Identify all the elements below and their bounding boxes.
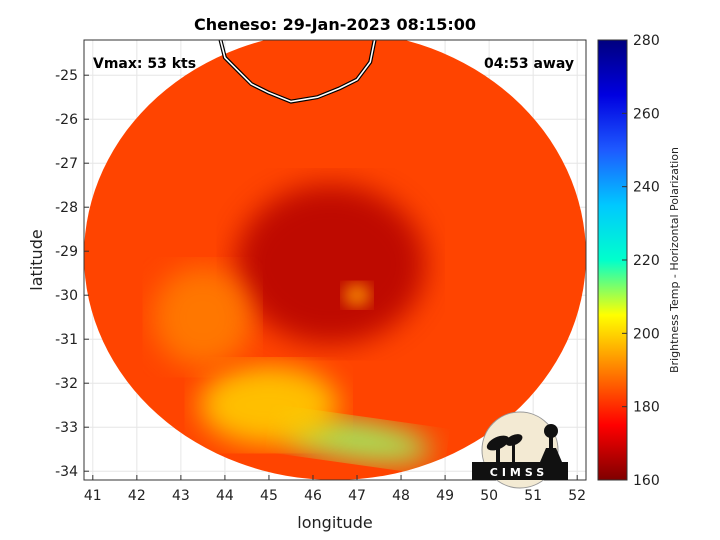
- x-tick-label: 45: [260, 488, 278, 504]
- x-tick-label: 46: [304, 488, 322, 504]
- vmax-annotation: Vmax: 53 kts: [93, 56, 196, 72]
- x-tick-label: 47: [348, 488, 366, 504]
- y-tick-label: -34: [55, 464, 78, 480]
- feature-rain-band-southwest: [198, 365, 339, 446]
- plot-frame: [83, 39, 587, 481]
- colorbar-tick-label: 200: [633, 326, 660, 342]
- y-tick-label: -27: [55, 156, 78, 172]
- x-tick-label: 52: [568, 488, 586, 504]
- logo-text: CIMSS: [490, 466, 548, 479]
- colorbar-tick-label: 180: [633, 400, 660, 416]
- y-tick-label: -30: [55, 288, 78, 304]
- x-tick-label: 48: [392, 488, 410, 504]
- axis-ticks: 41 42 43 44 45 46 47 48 49 50 51 52 -25 -26 -27 -28 -29 -…: [55, 68, 586, 504]
- x-tick-label: 50: [480, 488, 498, 504]
- x-axis-label: longitude: [297, 513, 372, 532]
- colorbar-tick-label: 260: [633, 106, 660, 122]
- coastline: [218, 40, 377, 104]
- y-tick-label: -29: [55, 244, 78, 260]
- x-tick-label: 42: [128, 488, 146, 504]
- colorbar-tick-label: 220: [633, 253, 660, 269]
- coastline-line: [219, 40, 376, 103]
- feature-eye-core: [235, 184, 426, 345]
- y-axis-label: latitude: [27, 229, 46, 290]
- feature-warm-spot: [343, 283, 372, 308]
- time-away-annotation: 04:53 away: [484, 56, 574, 72]
- y-tick-label: -25: [55, 68, 78, 84]
- y-tick-label: -32: [55, 376, 78, 392]
- colorbar-ticks: 160 180 200 220 240 260 280: [622, 33, 660, 489]
- x-tick-label: 41: [84, 488, 102, 504]
- chart-title: Cheneso: 29-Jan-2023 08:15:00: [194, 15, 476, 34]
- x-tick-label: 44: [216, 488, 234, 504]
- y-tick-label: -33: [55, 420, 78, 436]
- colorbar-tick-label: 280: [633, 33, 660, 49]
- feature-band-west: [152, 267, 253, 368]
- colorbar-tick-label: 240: [633, 180, 660, 196]
- y-tick-label: -31: [55, 332, 78, 348]
- colorbar-label: Brightness Temp - Horizontal Polarizatio…: [668, 147, 681, 373]
- y-tick-label: -28: [55, 200, 78, 216]
- y-tick-label: -26: [55, 112, 78, 128]
- x-tick-label: 51: [524, 488, 542, 504]
- colorbar-tick-label: 160: [633, 473, 660, 489]
- x-tick-label: 49: [436, 488, 454, 504]
- swath-image: [84, 40, 586, 480]
- cimss-logo: CIMSS: [472, 411, 568, 489]
- x-tick-label: 43: [172, 488, 190, 504]
